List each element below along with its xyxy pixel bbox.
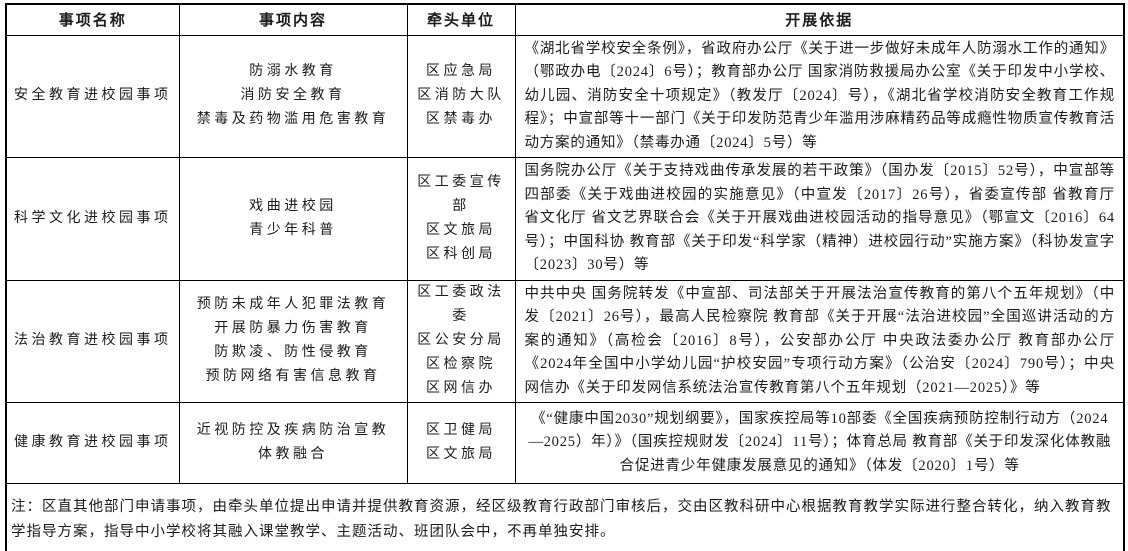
header-item-content: 事项内容 bbox=[178, 3, 408, 36]
header-basis: 开展依据 bbox=[514, 3, 1125, 36]
header-item-name: 事项名称 bbox=[5, 3, 180, 36]
basis-cell: 国务院办公厅《关于支持戏曲传承发展的若干政策》（国办发〔2015〕52号），中宣… bbox=[514, 157, 1125, 281]
basis-cell: 《“健康中国2030”规划纲要》，国家疾控局等10部委《全国疾病预防控制行动方（… bbox=[514, 402, 1125, 484]
lead-units-cell: 区工委政法委 区公安分局 区检察院 区网信办 bbox=[406, 279, 516, 403]
table-row-science-culture: 科学文化进校园事项 戏曲进校园 青少年科普 区工委宣传部 区文旅局 区科创局 国… bbox=[5, 157, 1125, 281]
basis-cell: 中共中央 国务院转发《中宣部、司法部关于开展法治宣传教育的第八个五年规划》（中发… bbox=[514, 279, 1125, 403]
lead-units-cell: 区应急局 区消防大队 区禁毒办 bbox=[406, 34, 516, 158]
basis-cell: 《湖北省学校安全条例》，省政府办公厅《关于进一步做好未成年人防溺水工作的通知》（… bbox=[514, 34, 1125, 158]
table-row-law-education: 法治教育进校园事项 预防未成年人犯罪法教育 开展防暴力伤害教育 防欺凌、防性侵教… bbox=[5, 279, 1125, 403]
item-content-cell: 戏曲进校园 青少年科普 bbox=[178, 157, 408, 281]
item-name-cell: 安全教育进校园事项 bbox=[5, 34, 180, 158]
lead-units-cell: 区卫健局 区文旅局 bbox=[406, 402, 516, 484]
item-name-cell: 健康教育进校园事项 bbox=[5, 402, 180, 484]
table-row-health-education: 健康教育进校园事项 近视防控及疾病防治宣教 体教融合 区卫健局 区文旅局 《“健… bbox=[5, 402, 1125, 484]
lead-units-cell: 区工委宣传部 区文旅局 区科创局 bbox=[406, 157, 516, 281]
item-name-cell: 法治教育进校园事项 bbox=[5, 279, 180, 403]
table-header-row: 事项名称 事项内容 牵头单位 开展依据 bbox=[5, 3, 1125, 36]
header-lead-unit: 牵头单位 bbox=[406, 3, 516, 36]
table-note-row: 注：区直其他部门申请事项，由牵头单位提出申请并提供教育资源，经区级教育行政部门审… bbox=[5, 483, 1125, 551]
item-content-cell: 防溺水教育 消防安全教育 禁毒及药物滥用危害教育 bbox=[178, 34, 408, 158]
item-content-cell: 近视防控及疾病防治宣教 体教融合 bbox=[178, 402, 408, 484]
table-row-safety-education: 安全教育进校园事项 防溺水教育 消防安全教育 禁毒及药物滥用危害教育 区应急局 … bbox=[5, 34, 1125, 158]
table-note: 注：区直其他部门申请事项，由牵头单位提出申请并提供教育资源，经区级教育行政部门审… bbox=[5, 483, 1125, 551]
item-name-cell: 科学文化进校园事项 bbox=[5, 157, 180, 281]
item-content-cell: 预防未成年人犯罪法教育 开展防暴力伤害教育 防欺凌、防性侵教育 预防网络有害信息… bbox=[178, 279, 408, 403]
campus-items-table: 事项名称 事项内容 牵头单位 开展依据 安全教育进校园事项 防溺水教育 消防安全… bbox=[5, 3, 1125, 551]
